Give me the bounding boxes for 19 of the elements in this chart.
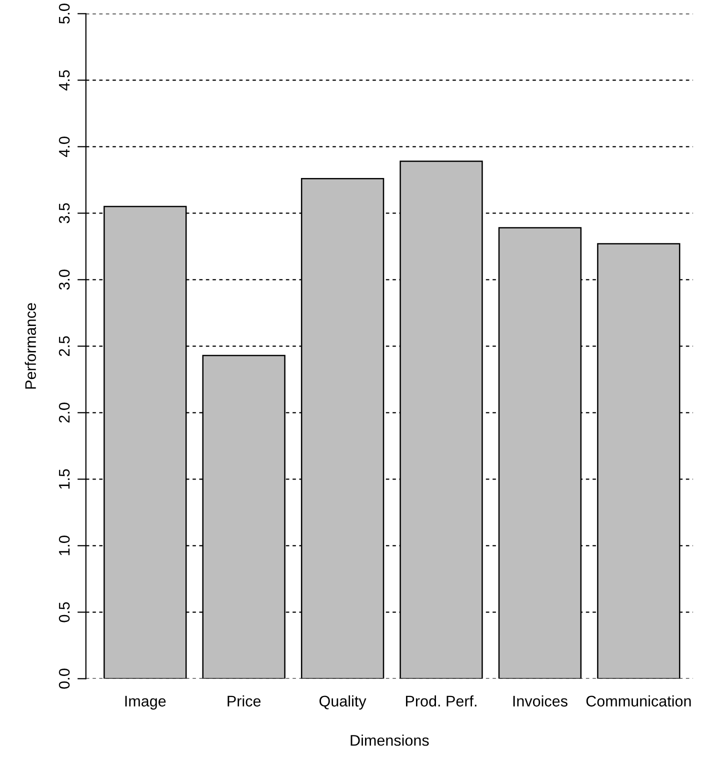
y-tick-label: 1.0 — [58, 536, 70, 556]
y-tick-label: 2.0 — [58, 402, 70, 423]
y-tick-label: 4.0 — [58, 136, 70, 157]
y-tick-label: 1.5 — [59, 469, 70, 489]
x-axis-title: Dimensions — [350, 734, 429, 746]
x-tick-label: Invoices — [513, 695, 568, 707]
y-tick-label: 3.0 — [58, 270, 70, 290]
y-tick-label: 3.5 — [58, 203, 70, 224]
y-tick-label: 4.5 — [59, 70, 70, 90]
x-tick-label: Prod. Perf. — [406, 695, 476, 707]
y-tick-label: 5.0 — [58, 4, 70, 24]
y-tick-label: 2.5 — [58, 336, 70, 356]
x-tick-label: Quality — [320, 695, 366, 710]
y-axis-title: Performance — [24, 303, 36, 389]
x-tick-label: Communication — [586, 695, 691, 707]
y-tick-label: 0.0 — [58, 668, 70, 689]
y-tick-label: 0.5 — [58, 602, 70, 622]
x-tick-label: Price — [228, 695, 261, 707]
x-tick-label: Image — [125, 696, 166, 710]
